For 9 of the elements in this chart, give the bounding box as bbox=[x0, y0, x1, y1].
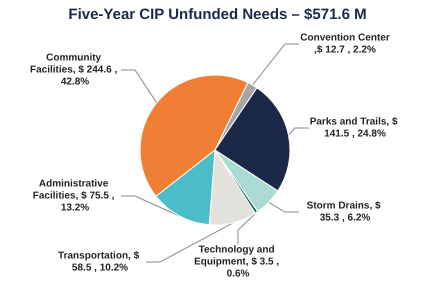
slice-label: Technology and Equipment, $ 3.5 , 0.6% bbox=[194, 244, 282, 280]
slice-label: Transportation, $ 58.5 , 10.2% bbox=[58, 250, 142, 274]
slice-label: Administrative Facilities, $ 75.5 , 13.2% bbox=[32, 178, 118, 214]
slice-label: Parks and Trails, $ 141.5 , 24.8% bbox=[310, 116, 400, 140]
chart-title: Five-Year CIP Unfunded Needs – $571.6 M bbox=[68, 6, 367, 23]
slice-label: Convention Center bbox=[300, 32, 390, 44]
data-label: ,$ 12.7 , 2.2% bbox=[314, 44, 376, 56]
slice-label: Community Facilities, $ 244.6 , 42.8% bbox=[30, 52, 120, 88]
slice-label: Storm Drains, $ 35.3 , 6.2% bbox=[306, 200, 384, 224]
